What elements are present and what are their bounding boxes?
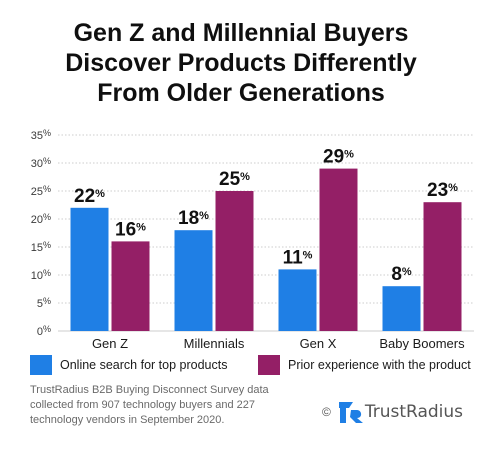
x-axis-categories: Gen Z Millennials Gen X Baby Boomers — [92, 336, 465, 350]
bar — [319, 168, 358, 331]
source-footnote: TrustRadius B2B Buying Disconnect Survey… — [30, 383, 300, 428]
y-tick-label: 20% — [31, 212, 51, 226]
y-tick-label: 10% — [31, 268, 51, 282]
bar — [215, 191, 254, 331]
legend-label-prior: Prior experience with the product — [288, 358, 471, 372]
x-category-label: Gen Z — [92, 336, 128, 350]
title-line-2: Discover Products Differently — [65, 49, 417, 77]
bar — [70, 207, 109, 331]
title-line-1: Gen Z and Millennial Buyers — [73, 19, 409, 47]
x-category-label: Baby Boomers — [379, 336, 465, 350]
footnote-line-2: collected from 907 technology buyers and… — [30, 399, 256, 411]
footnote-line-3: technology vendors in September 2020. — [30, 414, 225, 426]
bar-chart: 0% 5% 10% 15% 20% 25% 30% 35% 22% 16% 18% 25% 11% 29… — [31, 128, 474, 350]
bar — [278, 269, 317, 331]
y-tick-label: 30% — [31, 156, 51, 170]
value-label: 8% — [391, 264, 412, 285]
copyright-symbol: © — [322, 405, 331, 419]
value-label: 23% — [427, 180, 458, 201]
brand-name: TrustRadius — [364, 402, 464, 422]
bars — [70, 168, 462, 331]
trustradius-mark-icon — [338, 402, 363, 423]
bar — [174, 230, 213, 331]
title-line-3: From Older Generations — [97, 79, 385, 107]
y-tick-label: 15% — [31, 240, 51, 254]
legend-label-online: Online search for top products — [60, 358, 228, 372]
bar — [111, 241, 150, 331]
y-tick-label: 35% — [31, 128, 51, 142]
value-label: 11% — [283, 247, 313, 268]
value-label: 22% — [74, 186, 105, 207]
legend-swatch-online — [30, 355, 52, 375]
x-category-label: Millennials — [184, 336, 245, 350]
value-label: 16% — [115, 219, 146, 240]
bar — [382, 286, 421, 331]
value-label: 25% — [219, 169, 250, 190]
legend-item-prior: Prior experience with the product — [258, 355, 471, 375]
legend-item-online: Online search for top products — [30, 355, 227, 375]
footnote-line-1: TrustRadius B2B Buying Disconnect Survey… — [30, 384, 269, 396]
legend-swatch-prior — [258, 355, 280, 375]
y-axis-ticks: 0% 5% 10% 15% 20% 25% 30% 35% — [31, 128, 51, 338]
y-tick-label: 0% — [37, 324, 51, 338]
y-tick-label: 5% — [37, 296, 51, 310]
bar — [423, 202, 462, 331]
value-label: 18% — [178, 208, 209, 229]
value-label: 29% — [323, 147, 354, 168]
y-tick-label: 25% — [31, 184, 51, 198]
chart-title: Gen Z and Millennial Buyers Discover Pro… — [0, 18, 482, 108]
trustradius-logo: © TrustRadius — [322, 398, 463, 426]
x-category-label: Gen X — [300, 336, 337, 350]
